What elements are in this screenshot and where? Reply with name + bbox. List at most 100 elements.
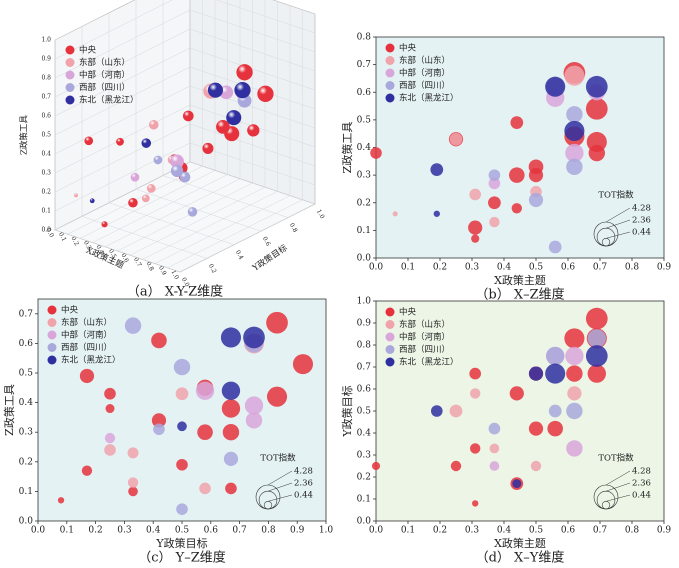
plot-area xyxy=(37,298,327,522)
legend-marker xyxy=(65,83,75,92)
bubble xyxy=(528,366,544,381)
bubble xyxy=(266,311,288,334)
bubble xyxy=(585,97,608,120)
size-legend-label: 4.28 xyxy=(632,467,651,477)
grid-line xyxy=(162,175,289,218)
bubble xyxy=(585,307,608,330)
size-legend-title: TOT指数 xyxy=(598,453,634,464)
y-tick-label: 0.6 xyxy=(19,339,34,349)
bubble xyxy=(588,144,606,162)
bubble xyxy=(585,75,608,98)
bubble xyxy=(104,432,116,444)
bubble xyxy=(545,363,566,384)
x-tick-label: 0.6 xyxy=(561,526,576,536)
grid-line xyxy=(272,0,316,15)
x-axis-label: Y政策目标 xyxy=(155,536,207,550)
grid-line xyxy=(54,47,191,117)
bubble xyxy=(509,167,525,183)
legend-label: 中央 xyxy=(399,307,417,318)
bubble xyxy=(220,327,242,348)
y-tick-label: 0.1 xyxy=(19,487,33,497)
x-tick-label: 1.0 xyxy=(169,269,180,281)
bubble xyxy=(81,465,93,476)
bubble xyxy=(176,503,188,515)
legend-marker xyxy=(65,70,75,80)
x-tick-label: 0.6 xyxy=(204,526,219,536)
size-legend-leader xyxy=(605,482,631,492)
grid-line xyxy=(54,9,191,79)
bubble xyxy=(199,482,211,495)
bubble xyxy=(566,106,583,123)
x-tick-label: 0.7 xyxy=(232,526,247,536)
bubble xyxy=(548,240,562,254)
y-tick-label: 0.3 xyxy=(357,451,372,461)
bubble xyxy=(127,447,139,459)
y-tick-label: 1.0 xyxy=(357,297,372,307)
size-legend-leader xyxy=(267,470,293,486)
size-legend-title: TOT指数 xyxy=(598,190,634,201)
bubble xyxy=(128,486,138,497)
caption: （d） X–Y维度 xyxy=(476,550,565,566)
x-tick-label: 0.5 xyxy=(529,263,544,273)
bubble xyxy=(450,460,462,472)
bubble xyxy=(566,365,583,382)
bubble xyxy=(511,203,522,214)
bubble xyxy=(223,451,239,466)
x-tick-label: 0.2 xyxy=(88,526,102,536)
caption: （a） X-Y-Z维度 xyxy=(127,284,223,300)
y-tick-label: 0.3 xyxy=(357,171,372,181)
bubble xyxy=(176,458,188,471)
bubble xyxy=(449,404,463,418)
bubble xyxy=(247,124,260,137)
x-tick-label: 0.7 xyxy=(593,263,608,273)
bubble xyxy=(170,154,184,169)
y-tick-label: 0.5 xyxy=(357,407,372,417)
legend-label: 中部（河南） xyxy=(61,330,112,341)
x-tick-label: 0.6 xyxy=(119,252,130,264)
bubble xyxy=(89,198,95,204)
legend-label: 中部（河南） xyxy=(79,70,130,81)
size-legend-label: 0.44 xyxy=(294,491,313,501)
bubble xyxy=(266,386,288,407)
bubble xyxy=(449,132,463,146)
grid-line xyxy=(54,229,181,273)
y-tick-label: 0.9 xyxy=(357,319,372,329)
bubble xyxy=(128,197,138,208)
legend-marker xyxy=(385,307,395,317)
bubble xyxy=(216,120,230,134)
bubble xyxy=(153,423,165,436)
bubble xyxy=(564,328,585,349)
y-tick-label: 0.4 xyxy=(234,249,245,261)
bubble xyxy=(222,423,240,441)
bubble xyxy=(566,158,583,176)
x-tick-label: 0.3 xyxy=(465,263,480,273)
legend-marker xyxy=(47,355,57,365)
legend-label: 东部（山东） xyxy=(399,55,450,66)
y-tick-label: 1.0 xyxy=(315,208,326,220)
grid-line xyxy=(108,202,235,246)
x-tick-label: 0.7 xyxy=(132,256,143,268)
legend-marker xyxy=(65,45,75,55)
size-legend-label: 2.36 xyxy=(294,479,313,489)
bubble xyxy=(245,412,263,429)
x-tick-label: 0.4 xyxy=(94,244,105,256)
bubble xyxy=(187,207,198,217)
x-axis-label: X政策主题 xyxy=(494,536,546,550)
legend-marker xyxy=(65,95,75,105)
bubble xyxy=(430,405,443,417)
bubble xyxy=(151,332,167,349)
y-tick-label: 0.5 xyxy=(357,115,372,125)
y-tick-label: 0.6 xyxy=(357,385,372,395)
caption: （c） Y–Z维度 xyxy=(138,550,226,566)
grid-line xyxy=(79,170,216,239)
size-legend-label: 2.36 xyxy=(632,216,651,226)
bubble xyxy=(207,82,223,98)
legend-marker xyxy=(385,56,395,65)
bubble xyxy=(564,120,585,141)
bubble xyxy=(243,326,265,349)
legend-marker xyxy=(65,58,75,67)
y-tick-label: 0.2 xyxy=(357,198,371,208)
z-tick-label: 0.6 xyxy=(41,113,51,120)
x-axis-label: X政策主题 xyxy=(494,273,546,287)
legend-marker xyxy=(385,357,395,367)
